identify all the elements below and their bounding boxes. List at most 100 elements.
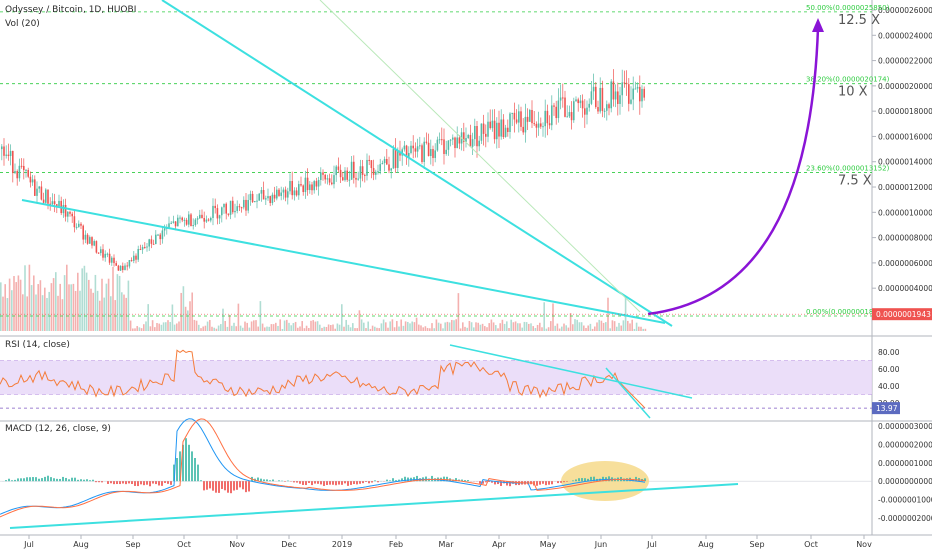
candle-body [558, 101, 560, 119]
rsi-legend[interactable]: RSI (14, close) [5, 340, 70, 350]
candle-body [206, 220, 208, 222]
candle-body [566, 116, 568, 117]
candle-body [283, 190, 285, 193]
candle-body [276, 190, 278, 199]
time-tick-label: Mar [438, 540, 454, 549]
macd-legend[interactable]: MACD (12, 26, close, 9) [5, 424, 111, 434]
volume-bar [592, 329, 594, 331]
volume-bar [572, 324, 574, 331]
candle-body [547, 111, 549, 123]
volume-bar [299, 326, 301, 331]
volume-bar [583, 326, 585, 331]
volume-bar [609, 328, 611, 331]
candle-body [582, 101, 584, 109]
volume-bar [638, 327, 640, 331]
volume-bar [174, 325, 176, 331]
candle-body [142, 247, 144, 250]
candle-body [474, 126, 476, 139]
volume-bar [183, 286, 185, 331]
volume-bar [156, 323, 158, 331]
volume-bar [502, 320, 504, 331]
candle-body [307, 178, 309, 190]
volume-bar [574, 319, 576, 331]
candle-body [351, 162, 353, 180]
candle-body [27, 170, 29, 177]
volume-legend[interactable]: Vol (20) [5, 19, 40, 29]
volume-bar [46, 298, 48, 331]
volume-bar [202, 326, 204, 331]
candle-body [377, 171, 379, 172]
macd-histogram-bar [146, 481, 148, 485]
candle-body [203, 218, 205, 222]
macd-histogram-bar [68, 479, 70, 481]
volume-bar [554, 326, 556, 331]
macd-histogram-bar [71, 478, 73, 481]
price-tick-label: 0.0000004000 [878, 284, 932, 293]
macd-histogram-bar [266, 479, 268, 481]
macd-histogram-bar [572, 480, 574, 481]
candle-body [327, 178, 329, 179]
volume-bar [211, 327, 213, 331]
candle-body [485, 134, 487, 137]
volume-bar [627, 321, 629, 331]
volume-bar [442, 328, 444, 331]
price-tick-label: 0.0000016000 [878, 132, 932, 141]
volume-bar [374, 327, 376, 331]
macd-tick-label: -0.0000002000 [878, 514, 932, 523]
volume-bar [535, 328, 537, 331]
volume-bar [546, 329, 548, 331]
macd-histogram-bar [116, 481, 118, 484]
candle-body [368, 160, 370, 161]
candle-body [173, 221, 175, 222]
macd-histogram-bar [479, 481, 481, 483]
rsi-tick-label: 80.00 [878, 348, 900, 357]
macd-histogram-bar [59, 479, 61, 481]
candle-body [82, 226, 84, 240]
candle-body [214, 206, 216, 208]
volume-bar [2, 297, 4, 331]
volume-bar [134, 328, 136, 331]
candle-body [338, 167, 340, 170]
volume-bar [521, 328, 523, 331]
macd-histogram-bar [284, 481, 286, 482]
volume-bar [585, 328, 587, 331]
volume-bar [165, 322, 167, 331]
volume-bar [242, 328, 244, 331]
volume-bar [607, 298, 609, 331]
volume-bar [154, 327, 156, 331]
fib-multiple-label: 12.5 X [838, 13, 880, 28]
volume-bar [477, 323, 479, 331]
candle-body [344, 171, 346, 181]
volume-bar [339, 325, 341, 331]
volume-bar [464, 327, 466, 331]
candle-body [641, 89, 643, 101]
volume-bar [290, 325, 292, 331]
macd-histogram-bar [272, 480, 274, 482]
candle-body [263, 190, 265, 200]
volume-bar [227, 327, 229, 331]
volume-bar [88, 280, 90, 331]
macd-histogram-bar [464, 480, 466, 481]
volume-bar [422, 327, 424, 331]
fib-level-label: 50.00%(0.0000025850) [806, 4, 890, 12]
macd-histogram-bar [269, 480, 271, 481]
volume-bar [403, 326, 405, 331]
symbol-legend[interactable]: Odyssey / Bitcoin, 1D, HUOBI [5, 5, 136, 15]
candle-body [1, 146, 3, 149]
volume-bar [389, 321, 391, 331]
macd-histogram-bar [329, 481, 331, 484]
price-tick-label: 0.0000010000 [878, 208, 932, 217]
macd-histogram-bar [206, 481, 208, 490]
candle-body [478, 141, 480, 147]
volume-bar [453, 320, 455, 331]
volume-bar [99, 301, 101, 331]
candle-body [36, 189, 38, 196]
volume-bar [20, 280, 22, 331]
volume-bar [81, 268, 83, 331]
macd-histogram-bar [41, 478, 43, 481]
macd-histogram-bar [98, 481, 100, 482]
candle-body [96, 241, 98, 253]
volume-bar [150, 326, 152, 331]
candle-body [234, 211, 236, 212]
